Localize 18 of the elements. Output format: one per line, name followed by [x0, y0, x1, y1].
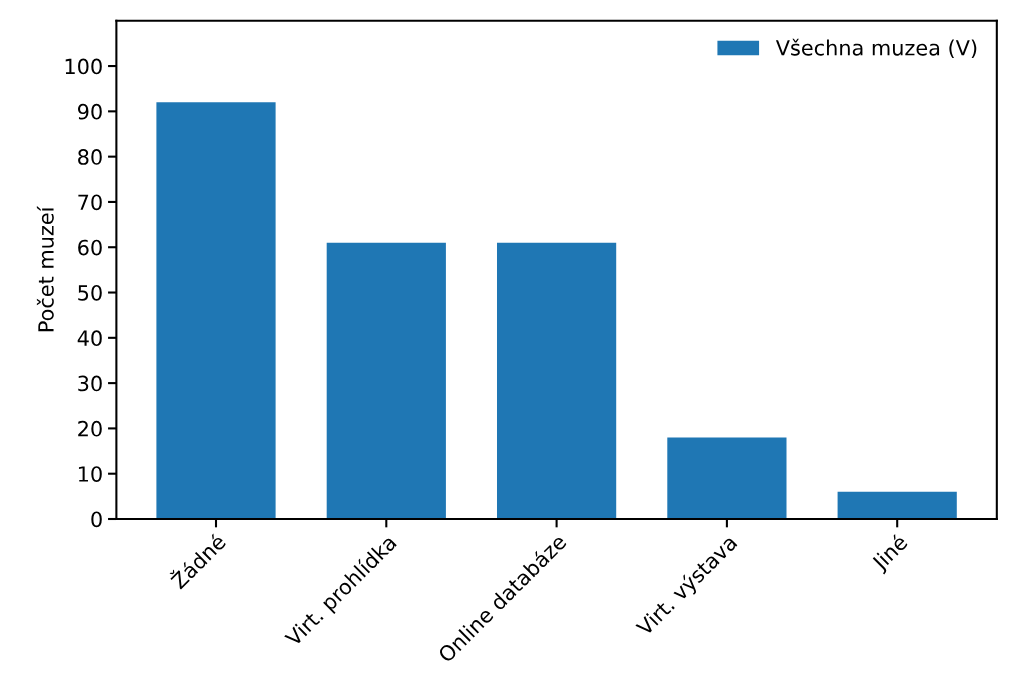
y-tick-label: 80	[78, 149, 102, 165]
bar	[497, 242, 617, 519]
y-tick-label: 0	[91, 511, 102, 528]
y-tick-label: 90	[77, 103, 102, 120]
y-tick-label: 60	[78, 239, 102, 256]
y-tick-label: 70	[78, 194, 102, 211]
y-tick-label: 20	[78, 420, 102, 437]
bar	[667, 437, 787, 519]
y-tick-label: 40	[77, 330, 102, 347]
legend-label: Všechna muzea (V)	[775, 38, 977, 59]
y-tick-label: 30	[78, 375, 102, 392]
y-tick-label: 50	[78, 284, 102, 301]
y-axis-title: Počet muzeí	[36, 206, 54, 332]
bar	[156, 102, 276, 519]
y-tick-label: 100	[65, 58, 102, 75]
y-tick-label: 10	[78, 466, 102, 482]
bar	[326, 242, 446, 519]
bar	[837, 491, 957, 519]
